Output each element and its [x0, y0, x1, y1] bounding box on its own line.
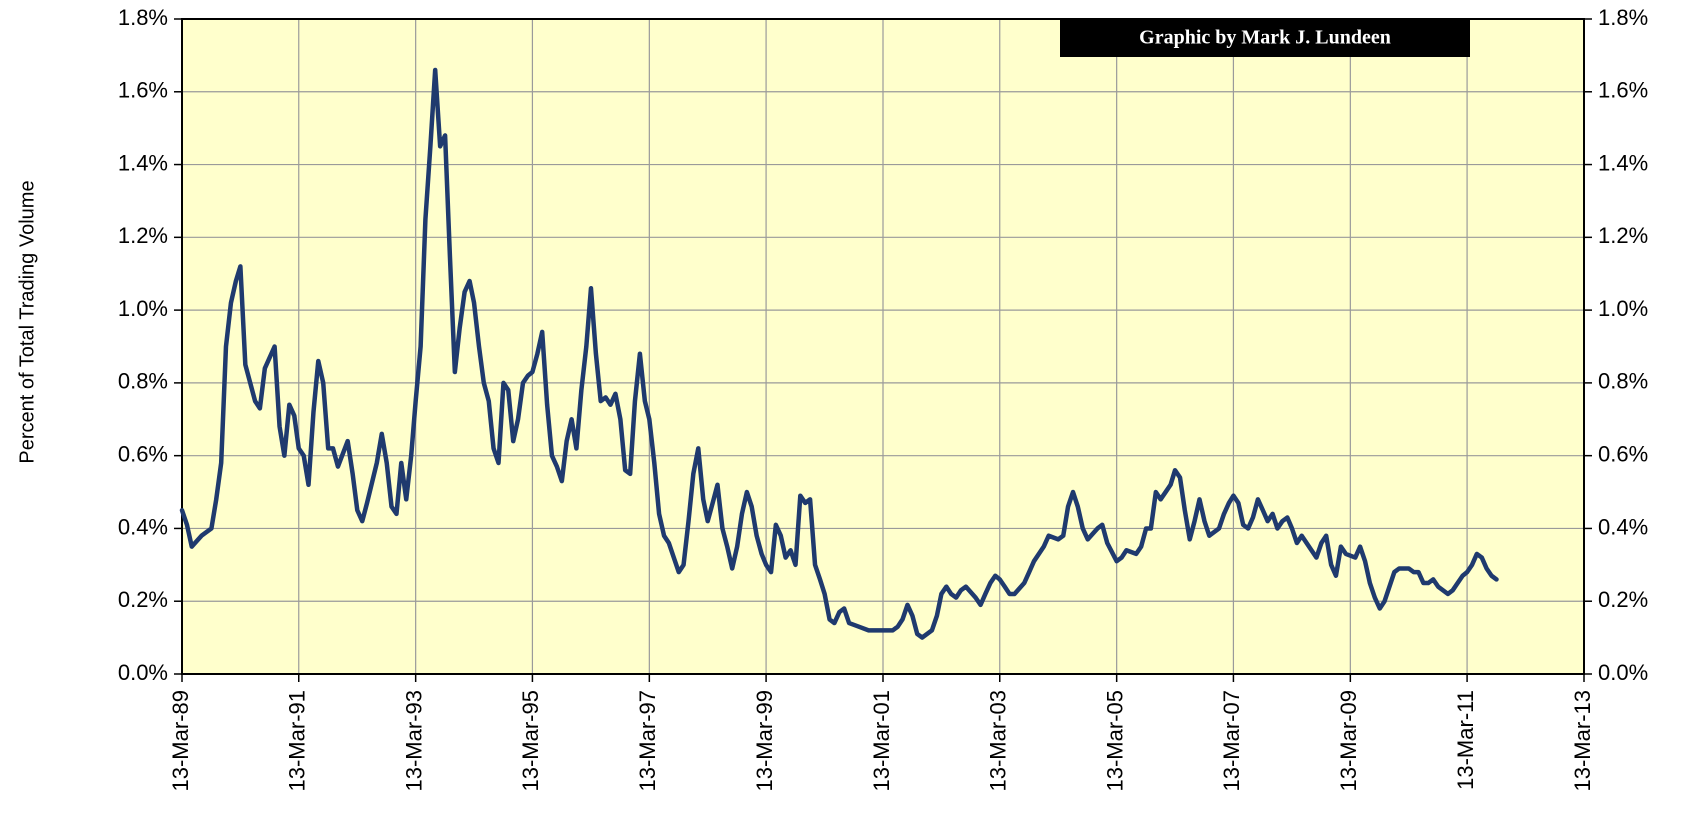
y2-tick-label: 1.6%: [1598, 78, 1648, 103]
x-tick-label: 13-Mar-05: [1102, 690, 1127, 791]
y-tick-label: 1.2%: [118, 223, 168, 248]
y2-tick-label: 0.2%: [1598, 587, 1648, 612]
data-line: [179, 67, 1499, 640]
x-tick-label: 13-Mar-89: [168, 690, 193, 791]
x-tick-label: 13-Mar-99: [752, 690, 777, 791]
y2-tick-label: 1.0%: [1598, 296, 1648, 321]
y2-tick-label: 1.2%: [1598, 223, 1648, 248]
y-tick-label: 0.4%: [118, 514, 168, 539]
x-tick-label: 13-Mar-07: [1219, 690, 1244, 791]
y2-tick-label: 0.0%: [1598, 660, 1648, 685]
y-tick-label: 1.8%: [118, 5, 168, 30]
x-tick-label: 13-Mar-13: [1570, 690, 1595, 791]
x-tick-label: 13-Mar-91: [285, 690, 310, 791]
y-axis-title: Percent of Total Trading Volume: [16, 180, 38, 463]
y2-tick-label: 1.4%: [1598, 150, 1648, 175]
y2-tick-label: 0.6%: [1598, 441, 1648, 466]
x-tick-label: 13-Mar-01: [869, 690, 894, 791]
annotation: Graphic by Mark J. Lundeen: [1139, 27, 1391, 49]
y-tick-label: 1.6%: [118, 78, 168, 103]
y2-tick-label: 0.8%: [1598, 369, 1648, 394]
x-tick-label: 13-Mar-93: [401, 690, 426, 791]
plot-border: [181, 18, 1585, 675]
y2-tick-label: 0.4%: [1598, 514, 1648, 539]
annotation-box: [1060, 19, 1470, 57]
y-tick-label: 0.8%: [118, 369, 168, 394]
x-tick-label: 13-Mar-03: [986, 690, 1011, 791]
x-tick-label: 13-Mar-95: [518, 690, 543, 791]
x-tick-label: 13-Mar-97: [635, 690, 660, 791]
y-tick-label: 0.2%: [118, 587, 168, 612]
y-tick-label: 1.4%: [118, 150, 168, 175]
y2-tick-label: 1.8%: [1598, 5, 1648, 30]
y-tick-label: 1.0%: [118, 296, 168, 321]
y-tick-label: 0.0%: [118, 660, 168, 685]
y-tick-label: 0.6%: [118, 441, 168, 466]
x-tick-label: 13-Mar-11: [1453, 690, 1478, 790]
x-tick-label: 13-Mar-09: [1336, 690, 1361, 791]
